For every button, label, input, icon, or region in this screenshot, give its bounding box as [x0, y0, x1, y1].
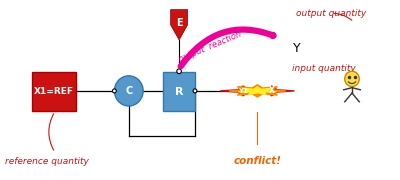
Polygon shape	[220, 86, 266, 96]
Text: conflict!: conflict!	[234, 156, 282, 166]
Text: output  reaction: output reaction	[178, 30, 243, 64]
Text: Y: Y	[293, 42, 301, 55]
Ellipse shape	[193, 89, 197, 93]
Text: input quantity: input quantity	[292, 64, 356, 73]
Text: reference quantity: reference quantity	[6, 157, 89, 166]
Text: X1=REF: X1=REF	[34, 87, 74, 96]
Polygon shape	[249, 86, 294, 96]
Text: Y1: Y1	[238, 88, 248, 94]
Ellipse shape	[114, 76, 143, 106]
Text: output quantity: output quantity	[296, 9, 366, 18]
Text: E: E	[176, 18, 182, 28]
Text: X: X	[269, 86, 275, 95]
Polygon shape	[170, 10, 188, 40]
Text: C: C	[125, 86, 132, 96]
Ellipse shape	[177, 69, 181, 74]
FancyArrowPatch shape	[181, 30, 274, 66]
Ellipse shape	[112, 89, 116, 93]
Bar	[163, 72, 195, 111]
Polygon shape	[229, 85, 286, 97]
Polygon shape	[238, 87, 276, 95]
Text: R: R	[175, 87, 183, 97]
Bar	[32, 72, 76, 111]
Ellipse shape	[345, 71, 359, 87]
